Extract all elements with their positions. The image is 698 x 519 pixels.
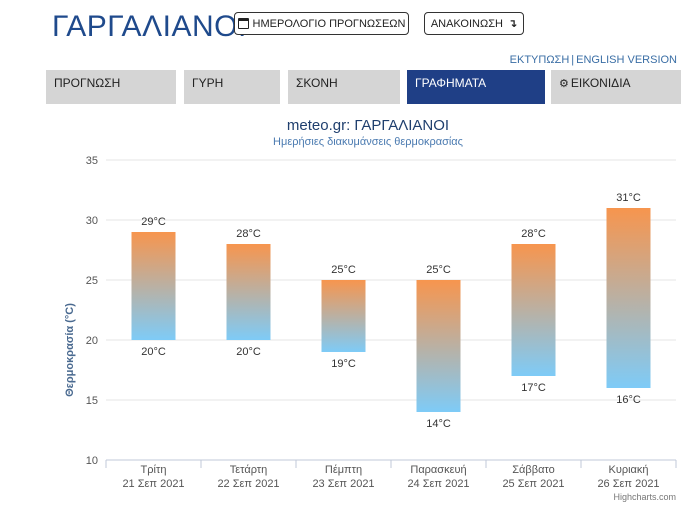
low-temp-label: 14°C [426, 418, 451, 430]
temperature-bar [606, 208, 651, 388]
x-tick-day: Παρασκευή [410, 464, 466, 476]
gear-icon: ⚙ [559, 78, 569, 90]
tab-pollen-label: ΓΥΡΗ [192, 76, 224, 90]
temperature-bar [511, 244, 556, 376]
tab-charts[interactable]: ΓΡΑΦΗΜΑΤΑ [407, 70, 545, 104]
y-tick-label: 10 [86, 455, 98, 467]
low-temp-label: 20°C [141, 346, 166, 358]
forecast-calendar-button[interactable]: ΗΜΕΡΟΛΟΓΙΟ ΠΡΟΓΝΩΣΕΩΝ [234, 12, 409, 35]
low-temp-label: 20°C [236, 346, 261, 358]
temperature-bar [131, 232, 176, 340]
announcement-label: ΑΝΑΚΟΙΝΩΣΗ [430, 17, 503, 30]
x-tick-day: Πέμπτη [325, 464, 362, 476]
y-tick-label: 35 [86, 155, 98, 167]
utility-separator: | [571, 54, 575, 66]
low-temp-label: 17°C [521, 382, 546, 394]
temperature-bar [416, 280, 461, 412]
high-temp-label: 29°C [141, 216, 166, 228]
return-arrow-icon: ↴ [507, 18, 518, 30]
high-temp-label: 25°C [426, 264, 451, 276]
print-link[interactable]: ΕΚΤΥΠΩΣΗ [509, 54, 570, 66]
x-tick-date: 25 Σεπ 2021 [502, 478, 564, 490]
temperature-bar [321, 280, 366, 352]
y-tick-label: 30 [86, 215, 98, 227]
x-tick-date: 21 Σεπ 2021 [122, 478, 184, 490]
tab-icons[interactable]: ⚙ ΕΙΚΟΝΙΔΙΑ [551, 70, 681, 104]
high-temp-label: 31°C [616, 192, 641, 204]
english-version-link[interactable]: ENGLISH VERSION [576, 54, 677, 66]
x-tick-day: Σάββατο [512, 464, 554, 476]
high-temp-label: 28°C [236, 228, 261, 240]
announcement-button[interactable]: ΑΝΑΚΟΙΝΩΣΗ ↴ [424, 12, 524, 35]
x-tick-date: 24 Σεπ 2021 [407, 478, 469, 490]
y-tick-label: 20 [86, 335, 98, 347]
y-tick-label: 15 [86, 395, 98, 407]
chart-subtitle: Ημερήσιες διακυμάνσεις θερμοκρασίας [273, 136, 463, 148]
tab-forecast[interactable]: ΠΡΟΓΝΩΣΗ [46, 70, 176, 104]
tab-dust[interactable]: ΣΚΟΝΗ [288, 70, 400, 104]
x-tick-day: Τετάρτη [230, 464, 268, 476]
temperature-range-chart: meteo.gr: ΓΑΡΓΑΛΙΑΝΟΙ Ημερήσιες διακυμάν… [64, 117, 677, 502]
high-temp-label: 25°C [331, 264, 356, 276]
city-title: ΓΑΡΓΑΛΙΑΝΟΙ [52, 10, 247, 43]
high-temp-label: 28°C [521, 228, 546, 240]
calendar-icon [237, 18, 249, 29]
temperature-bar [226, 244, 271, 340]
y-axis-title: Θερμοκρασία (°C) [64, 303, 76, 397]
tab-pollen[interactable]: ΓΥΡΗ [184, 70, 280, 104]
utility-links: ΕΚΤΥΠΩΣΗ | ENGLISH VERSION [510, 54, 677, 66]
x-tick-date: 22 Σεπ 2021 [217, 478, 279, 490]
tab-forecast-label: ΠΡΟΓΝΩΣΗ [54, 76, 121, 90]
x-tick-day: Κυριακή [608, 464, 648, 476]
x-tick-day: Τρίτη [141, 464, 167, 476]
tab-charts-label: ΓΡΑΦΗΜΑΤΑ [415, 76, 487, 90]
low-temp-label: 19°C [331, 358, 356, 370]
highcharts-credit[interactable]: Highcharts.com [613, 492, 676, 502]
forecast-calendar-label: ΗΜΕΡΟΛΟΓΙΟ ΠΡΟΓΝΩΣΕΩΝ [252, 17, 406, 30]
main-tabs: ΠΡΟΓΝΩΣΗ ΓΥΡΗ ΣΚΟΝΗ ΓΡΑΦΗΜΑΤΑ ⚙ ΕΙΚΟΝΙΔΙΑ [46, 70, 681, 104]
x-tick-date: 26 Σεπ 2021 [597, 478, 659, 490]
low-temp-label: 16°C [616, 394, 641, 406]
chart-title: meteo.gr: ΓΑΡΓΑΛΙΑΝΟΙ [287, 117, 449, 134]
y-tick-label: 25 [86, 275, 98, 287]
tab-icons-label: ΕΙΚΟΝΙΔΙΑ [570, 76, 631, 90]
x-tick-date: 23 Σεπ 2021 [312, 478, 374, 490]
tab-dust-label: ΣΚΟΝΗ [296, 76, 338, 90]
